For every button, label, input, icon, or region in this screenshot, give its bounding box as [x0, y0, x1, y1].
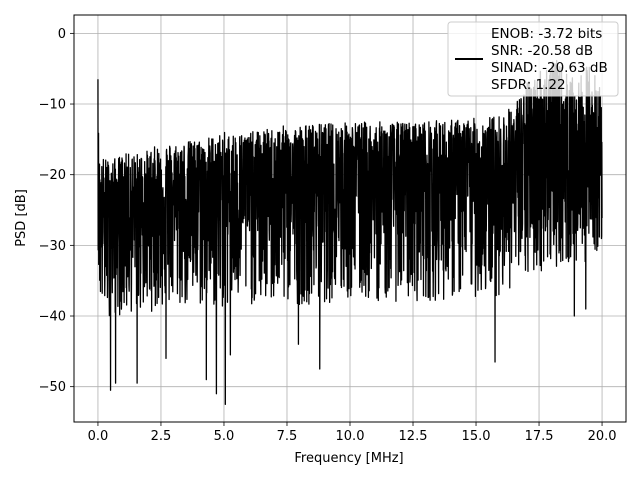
y-axis-ticks: 0 −10 −20 −30 −40 −50 [39, 27, 74, 395]
y-tick-label: 0 [58, 27, 66, 42]
y-tick-label: −30 [39, 239, 66, 254]
legend: ENOB: -3.72 bits SNR: -20.58 dB SINAD: -… [447, 21, 619, 97]
legend-box [447, 21, 619, 97]
x-tick-label: 17.5 [525, 429, 554, 444]
legend-entry-sfdr: SFDR: 1.22 [491, 77, 566, 93]
y-tick-label: −10 [39, 98, 66, 113]
x-tick-label: 10.0 [336, 429, 365, 444]
x-tick-label: 15.0 [462, 429, 491, 444]
x-tick-label: 12.5 [399, 429, 428, 444]
x-tick-label: 2.5 [151, 429, 172, 444]
x-tick-label: 7.5 [277, 429, 298, 444]
x-tick-label: 5.0 [214, 429, 235, 444]
legend-entry-snr: SNR: -20.58 dB [491, 43, 593, 59]
x-axis-label: Frequency [MHz] [294, 451, 403, 466]
x-tick-label: 0.0 [88, 429, 109, 444]
x-tick-label: 20.0 [588, 429, 617, 444]
legend-entry-sinad: SINAD: -20.63 dB [491, 60, 608, 76]
x-axis-ticks: 0.0 2.5 5.0 7.5 10.0 12.5 15.0 17.5 20.0 [88, 422, 617, 444]
psd-series-line [97, 59, 603, 405]
y-tick-label: −50 [39, 380, 66, 395]
y-axis-label: PSD [dB] [14, 189, 29, 247]
y-tick-label: −40 [39, 310, 66, 325]
legend-entry-enob: ENOB: -3.72 bits [491, 26, 602, 42]
y-tick-label: −20 [39, 168, 66, 183]
psd-trace [97, 59, 603, 405]
